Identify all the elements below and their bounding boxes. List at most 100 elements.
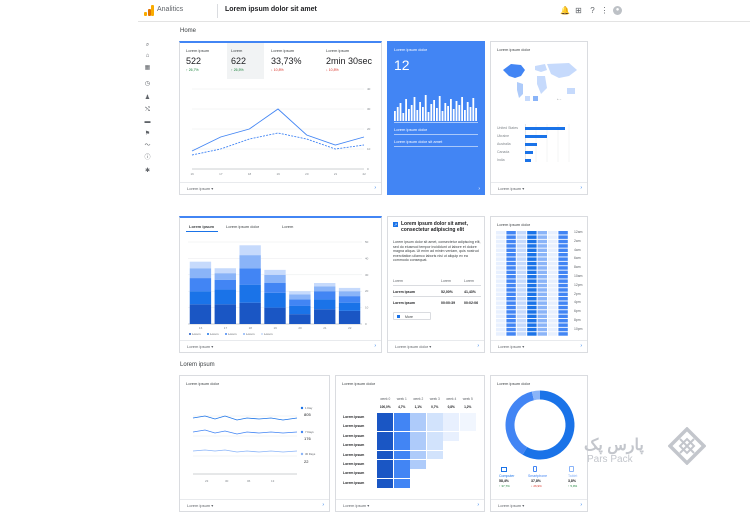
account-icon[interactable]: ● [613,6,622,15]
kpi-label[interactable]: Lorem [231,48,243,53]
search-icon[interactable]: ⌕ [145,42,150,48]
tab-lorem[interactable]: Lorem [282,224,294,229]
kpi-selected-bg [227,43,264,79]
card-footer: Lorem ipsum dolor ▾ › [388,340,484,352]
realtime-bar [399,103,402,121]
heatmap-cell [506,283,516,288]
clock-icon[interactable]: ◷ [144,81,151,87]
kpi-label[interactable]: Lorem ipsum [326,48,350,53]
footer-dropdown[interactable]: Lorem ipsum ▾ [498,186,525,191]
select-label: More [405,314,413,319]
svg-text:30 Days: 30 Days [305,452,316,456]
behavior-icon[interactable]: ▬ [144,119,151,125]
heatmap-cell [558,231,568,235]
x-tick-label: 19 [277,172,281,176]
realtime-bar [458,105,461,121]
heatmap-cell [496,332,506,336]
footer-dropdown[interactable]: Lorem ipsum ▾ [498,503,525,508]
week-value: 4,7% [398,405,406,409]
property-selector[interactable]: Lorem ipsum dolor sit amet [225,6,317,13]
tab-lorem-ipsum[interactable]: Lorem ipsum [189,224,215,229]
cohort-row-label: Lorem ipsum [343,415,365,419]
more-select[interactable]: More [393,312,431,320]
chevron-right-icon[interactable]: › [580,185,582,191]
realtime-link[interactable]: Lorem ipsum dolor [394,127,428,132]
heatmap-cell [558,327,568,332]
help-icon[interactable]: ? [590,6,595,15]
heatmap-cell [516,301,527,305]
footer-dropdown[interactable]: Lorem ipsum ▾ [187,503,214,508]
footer-dropdown[interactable]: Lorem ipsum ▾ [498,344,525,349]
heatmap-cell [496,288,506,292]
bar-segment [214,289,236,305]
heatmap-cell [537,332,547,336]
device-value: 37,8% [531,479,541,483]
series-line [191,132,365,156]
legend-label: Lorem [210,332,219,336]
chevron-right-icon[interactable]: › [374,343,376,349]
svg-text:22: 22 [304,459,309,464]
apps-grid-icon[interactable]: ⊞ [575,6,582,15]
cohort-cell [393,460,410,469]
footer-dropdown[interactable]: Lorem ipsum ▾ [187,344,214,349]
card-footer: Lorem ipsum ▾ › [180,499,329,511]
chevron-right-icon[interactable]: › [322,502,324,508]
footer-dropdown[interactable]: Lorem ipsum ▾ [187,186,214,191]
lightbulb-icon[interactable]: ⓘ [144,155,151,161]
settings-icon[interactable]: ✱ [144,168,151,174]
customization-icon[interactable]: ▦ [144,65,151,71]
person-icon[interactable]: ♟ [144,95,151,101]
heatmap-cell [516,270,527,275]
hour-label: 4pm [574,300,581,305]
kpi-label[interactable]: Lorem ipsum [186,48,210,53]
footer-dropdown[interactable]: Lorem ipsum ▾ [343,503,370,508]
week-value: 1,1% [414,405,422,409]
hour-label: 12am [574,230,583,234]
cohort-cell [410,460,426,469]
bell-icon[interactable]: 🔔 [560,6,570,15]
heatmap-cell [548,323,558,327]
heatmap-cell [527,297,537,301]
chevron-right-icon[interactable]: › [477,343,479,349]
heatmap-cell [496,297,506,301]
tab-lorem-ipsum-dolor[interactable]: Lorem ipsum dolor [226,224,260,229]
cohort-cell [443,422,459,432]
chevron-right-icon[interactable]: › [580,343,582,349]
hour-day-heatmap [496,231,568,336]
segment-icon[interactable]: 〜 [144,143,151,149]
bar-segment [189,261,212,269]
stacked-bar-card: Lorem ipsum Lorem ipsum dolor Lorem 0 10 2… [179,216,382,353]
chevron-right-icon[interactable]: › [478,186,480,192]
x-tick-label: 21 [334,172,338,176]
chevron-right-icon[interactable]: › [374,185,376,191]
realtime-link[interactable]: Lorem ipsum dolor sit amet [394,139,443,144]
chevron-right-icon[interactable]: › [580,502,582,508]
heatmap-cell [496,253,506,257]
kpi-label[interactable]: Lorem ipsum [271,48,295,53]
heatmap-cell [548,314,558,319]
heatmap-cell [548,257,558,261]
home-icon[interactable]: ⌂ [145,53,150,59]
footer-dropdown[interactable]: Lorem ipsum dolor ▾ [395,344,432,349]
heatmap-cell [558,288,568,292]
more-vert-icon[interactable]: ⋮ [600,6,609,15]
heatmap-cell [527,305,537,310]
section-title-bottom: Lorem ipsum [180,362,215,368]
heatmap-cell [558,239,568,244]
realtime-bar [424,95,427,121]
parspack-logo-icon [668,427,706,465]
chevron-right-icon[interactable]: › [477,502,479,508]
flag-icon[interactable]: ⚑ [144,131,151,137]
heatmap-cell [496,248,506,253]
heatmap-cell [548,266,558,270]
checkbox-icon [397,315,400,318]
heatmap-cell [516,253,527,257]
acquisition-icon[interactable]: ⤭ [145,107,150,113]
legend-marker [207,333,209,335]
cohort-cell [377,460,393,469]
realtime-bar [455,101,458,121]
realtime-bar [394,111,396,121]
country-label: Australia [497,142,511,146]
heatmap-cell [537,319,547,323]
bar-segment [289,291,311,295]
